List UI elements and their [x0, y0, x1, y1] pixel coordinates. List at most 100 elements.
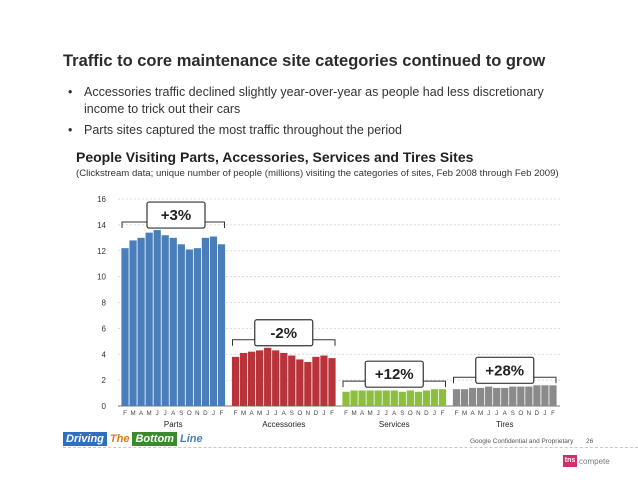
- bar-parts: [201, 237, 210, 406]
- y-tick-label: 2: [102, 376, 107, 385]
- company-logo: tns compete: [563, 455, 610, 467]
- y-tick-label: 12: [97, 247, 106, 256]
- bullet-dot: •: [68, 85, 73, 99]
- category-label: Accessories: [262, 420, 305, 429]
- bar-accessories: [320, 355, 328, 406]
- bar-accessories: [247, 351, 256, 406]
- month-label: M: [130, 410, 135, 417]
- month-label: A: [250, 410, 255, 417]
- bar-parts: [169, 237, 177, 406]
- month-label: A: [392, 410, 397, 417]
- y-tick-label: 14: [97, 221, 106, 230]
- month-label: F: [330, 410, 334, 417]
- brand-word: Driving: [63, 432, 107, 446]
- category-label: Parts: [164, 420, 183, 429]
- change-callout-label: +28%: [485, 362, 524, 379]
- month-label: D: [314, 410, 319, 417]
- bar-parts: [161, 235, 169, 406]
- bar-tires: [541, 385, 549, 406]
- bar-parts: [177, 244, 185, 406]
- month-label: D: [424, 410, 429, 417]
- month-label: J: [274, 410, 277, 417]
- bar-accessories: [231, 356, 240, 406]
- month-label: M: [241, 410, 246, 417]
- y-tick-label: 0: [102, 402, 107, 411]
- category-label: Services: [379, 420, 410, 429]
- bar-tires: [549, 385, 557, 406]
- bar-accessories: [239, 352, 248, 406]
- chart-subtitle: (Clickstream data; unique number of peop…: [76, 168, 559, 179]
- bullet-text: Parts sites captured the most traffic th…: [84, 123, 402, 137]
- month-label: M: [351, 410, 356, 417]
- month-label: A: [360, 410, 365, 417]
- month-label: J: [433, 410, 436, 417]
- footer-divider: [63, 447, 638, 448]
- bar-tires: [468, 387, 477, 406]
- y-tick-label: 4: [102, 350, 107, 359]
- bar-parts: [217, 244, 226, 406]
- slide-title: Traffic to core maintenance site categor…: [63, 52, 546, 70]
- month-label: O: [297, 410, 302, 417]
- bar-services: [350, 390, 358, 406]
- month-label: J: [543, 410, 546, 417]
- bar-tires: [452, 389, 461, 406]
- change-callout-box: [254, 319, 314, 347]
- change-callout-label: +3%: [161, 207, 191, 224]
- month-label: O: [187, 410, 192, 417]
- month-label: J: [212, 410, 215, 417]
- month-label: F: [441, 410, 445, 417]
- change-callout-box: [364, 360, 424, 388]
- bar-services: [422, 390, 431, 406]
- logo-mark: tns: [563, 455, 577, 467]
- brand-word: Bottom: [132, 432, 177, 446]
- bar-tires: [517, 386, 525, 406]
- month-label: J: [164, 410, 167, 417]
- change-callout-box: [475, 356, 535, 384]
- y-tick-label: 6: [102, 324, 107, 333]
- month-label: S: [290, 410, 294, 417]
- month-label: A: [171, 410, 176, 417]
- month-label: M: [257, 410, 262, 417]
- month-label: D: [535, 410, 540, 417]
- bar-services: [374, 390, 382, 406]
- month-label: N: [306, 410, 310, 417]
- bar-services: [406, 390, 414, 406]
- month-label: S: [400, 410, 404, 417]
- bar-accessories: [288, 355, 296, 406]
- month-label: N: [416, 410, 420, 417]
- month-label: J: [495, 410, 498, 417]
- brand-word: Line: [176, 432, 206, 446]
- brand-tagline: Driving The Bottom Line: [63, 432, 206, 446]
- change-callout-label: -2%: [270, 325, 297, 342]
- month-label: N: [527, 410, 531, 417]
- bar-services: [366, 390, 374, 406]
- bar-tires: [493, 387, 501, 406]
- bar-parts: [153, 230, 161, 406]
- bar-tires: [460, 389, 469, 406]
- bullet-dot: •: [68, 123, 73, 137]
- bar-services: [430, 389, 439, 406]
- month-label: A: [503, 410, 508, 417]
- month-label: J: [266, 410, 269, 417]
- bar-services: [438, 389, 447, 406]
- bar-parts: [185, 249, 193, 406]
- change-callout-label: +12%: [375, 366, 414, 383]
- bar-accessories: [312, 356, 320, 406]
- brand-word: The: [106, 432, 133, 446]
- month-label: A: [139, 410, 144, 417]
- change-callout-box: [146, 201, 206, 229]
- month-label: A: [471, 410, 476, 417]
- month-label: M: [462, 410, 467, 417]
- bar-parts: [129, 240, 137, 406]
- month-label: J: [377, 410, 380, 417]
- bar-accessories: [304, 362, 312, 406]
- month-label: J: [385, 410, 388, 417]
- month-label: F: [234, 410, 238, 417]
- bar-services: [414, 391, 422, 406]
- chart-title: People Visiting Parts, Accessories, Serv…: [76, 149, 474, 165]
- bar-accessories: [280, 352, 288, 406]
- month-label: N: [195, 410, 199, 417]
- y-tick-label: 10: [97, 273, 106, 282]
- bar-services: [342, 391, 350, 406]
